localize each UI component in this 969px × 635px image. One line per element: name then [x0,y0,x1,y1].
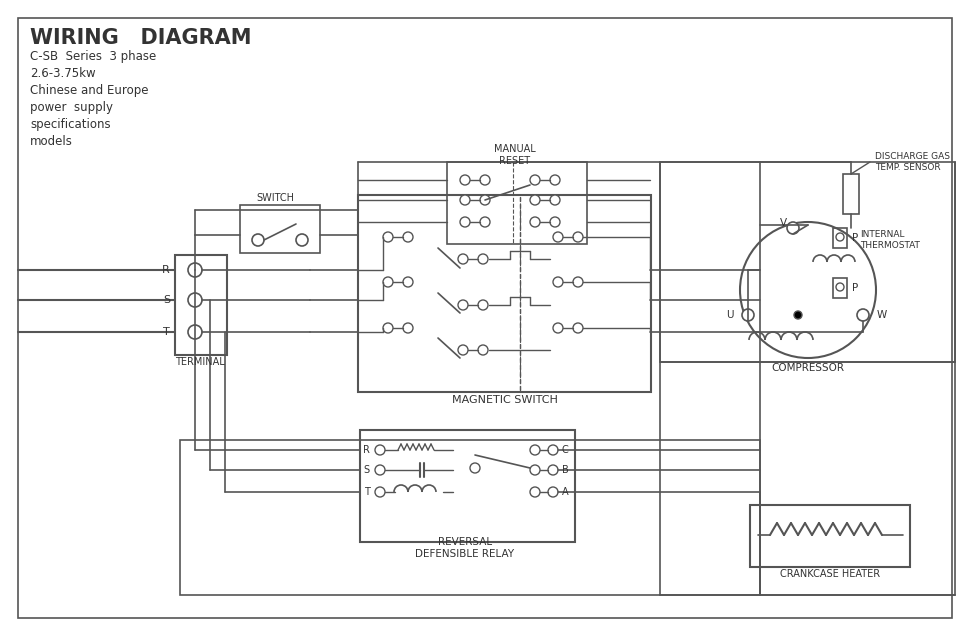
Circle shape [402,232,413,242]
Text: T: T [163,327,170,337]
Circle shape [529,217,540,227]
Circle shape [375,487,385,497]
Text: specifications: specifications [30,118,110,131]
Text: T: T [363,487,369,497]
Circle shape [549,175,559,185]
Text: R: R [162,265,170,275]
Text: REVERSAL
DEFENSIBLE RELAY: REVERSAL DEFENSIBLE RELAY [415,537,514,559]
Circle shape [470,463,480,473]
Text: B: B [561,465,568,475]
Text: C-SB  Series  3 phase: C-SB Series 3 phase [30,50,156,63]
Circle shape [375,445,385,455]
Text: W: W [876,310,887,320]
Circle shape [188,263,202,277]
Bar [239,205,320,253]
Circle shape [296,234,308,246]
Circle shape [857,309,868,321]
Circle shape [478,300,487,310]
Circle shape [529,465,540,475]
Text: SWITCH: SWITCH [256,193,294,203]
Circle shape [383,277,392,287]
Circle shape [741,309,753,321]
Circle shape [547,465,557,475]
Circle shape [459,217,470,227]
Text: DISCHARGE GAS
TEMP. SENSOR: DISCHARGE GAS TEMP. SENSOR [874,152,949,171]
Bar [832,228,846,248]
Text: P: P [851,283,858,293]
Circle shape [786,222,798,234]
Text: S: S [163,295,170,305]
Circle shape [480,195,489,205]
Circle shape [402,323,413,333]
Circle shape [549,217,559,227]
Circle shape [552,323,562,333]
Text: MAGNETIC SWITCH: MAGNETIC SWITCH [452,395,557,405]
Text: COMPRESSOR: COMPRESSOR [770,363,844,373]
Circle shape [480,175,489,185]
Circle shape [402,277,413,287]
Circle shape [383,323,392,333]
Bar [842,174,859,214]
Bar [358,195,650,392]
Circle shape [547,445,557,455]
Circle shape [459,195,470,205]
Circle shape [529,445,540,455]
Text: models: models [30,135,73,148]
Circle shape [457,345,467,355]
Circle shape [188,293,202,307]
Text: A: A [561,487,568,497]
Text: power  supply: power supply [30,101,112,114]
Circle shape [739,222,875,358]
Circle shape [552,277,562,287]
Circle shape [480,217,489,227]
Circle shape [835,233,843,241]
Text: U: U [726,310,734,320]
Text: 2.6-3.75kw: 2.6-3.75kw [30,67,96,80]
Circle shape [835,283,843,291]
Text: C: C [561,445,568,455]
Circle shape [547,487,557,497]
Circle shape [573,323,582,333]
Circle shape [552,232,562,242]
Bar [180,440,760,595]
Text: P: P [851,233,858,243]
Circle shape [252,234,264,246]
Text: V: V [779,218,786,228]
Circle shape [459,175,470,185]
Text: CRANKCASE HEATER: CRANKCASE HEATER [779,569,879,579]
Text: INTERNAL
THERMOSTAT: INTERNAL THERMOSTAT [860,231,919,250]
Circle shape [529,195,540,205]
Bar [447,162,586,244]
Circle shape [478,254,487,264]
Circle shape [383,232,392,242]
Circle shape [457,254,467,264]
Circle shape [478,345,487,355]
Bar [832,278,846,298]
Text: MANUAL
RESET: MANUAL RESET [493,144,535,166]
Text: TERMINAL: TERMINAL [175,357,225,367]
Bar [359,430,575,542]
Circle shape [549,195,559,205]
Bar [174,255,227,355]
Bar [749,505,909,567]
Bar [659,162,954,362]
Circle shape [573,232,582,242]
Circle shape [188,325,202,339]
Circle shape [375,465,385,475]
Circle shape [573,277,582,287]
Circle shape [794,311,801,319]
Circle shape [457,300,467,310]
Text: Chinese and Europe: Chinese and Europe [30,84,148,97]
Circle shape [529,487,540,497]
Text: S: S [363,465,369,475]
Text: WIRING   DIAGRAM: WIRING DIAGRAM [30,28,251,48]
Text: R: R [362,445,369,455]
Circle shape [529,175,540,185]
